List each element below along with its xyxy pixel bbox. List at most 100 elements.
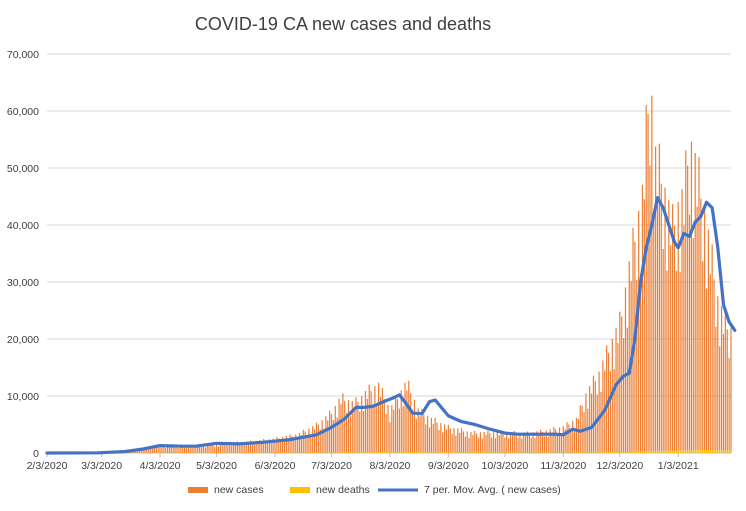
new-cases-bar	[170, 445, 172, 453]
new-cases-bar	[281, 437, 284, 453]
new-cases-bar	[208, 446, 210, 453]
new-cases-bar	[615, 327, 617, 453]
new-cases-bar	[617, 343, 619, 453]
new-cases-bar	[342, 393, 344, 453]
new-deaths-bar	[464, 452, 466, 453]
new-cases-bar	[443, 424, 446, 453]
x-tick-label: 9/3/2020	[428, 460, 469, 472]
new-cases-bar	[340, 404, 342, 453]
new-deaths-bar	[707, 449, 709, 453]
new-cases-bar	[530, 437, 532, 453]
new-cases-bar	[144, 448, 146, 453]
new-cases-bar	[713, 279, 715, 453]
new-cases-bar	[455, 435, 457, 453]
new-cases-bar	[719, 346, 721, 453]
new-cases-bar	[415, 418, 417, 453]
new-deaths-bar	[440, 452, 442, 453]
new-deaths-bar	[353, 452, 355, 453]
new-cases-bar	[606, 345, 608, 453]
new-cases-bar	[491, 437, 493, 453]
new-deaths-bar	[671, 450, 674, 453]
new-cases-bar	[402, 406, 404, 453]
new-cases-bar	[438, 429, 440, 453]
new-cases-bar	[602, 360, 604, 453]
new-cases-bar	[481, 438, 483, 453]
y-tick-label: 50,000	[7, 163, 39, 175]
new-cases-bar	[687, 165, 689, 453]
new-cases-bar	[327, 420, 329, 453]
new-cases-bar	[206, 444, 208, 453]
new-cases-bar	[272, 438, 274, 453]
new-cases-bar	[460, 428, 463, 453]
new-deaths-bar	[449, 452, 451, 453]
new-deaths-bar	[685, 450, 687, 453]
new-deaths-bar	[398, 452, 400, 453]
new-cases-bar	[434, 417, 436, 453]
new-cases-bar	[276, 437, 278, 453]
new-cases-bar	[389, 421, 391, 453]
new-cases-bar	[553, 426, 555, 453]
new-cases-bar	[579, 405, 581, 453]
new-deaths-bar	[645, 451, 647, 453]
new-deaths-bar	[730, 450, 732, 453]
new-deaths-bar	[340, 452, 342, 453]
new-deaths-bar	[396, 452, 399, 453]
new-cases-bar	[217, 446, 220, 453]
new-deaths-bar	[715, 450, 717, 453]
new-cases-bar	[596, 394, 598, 453]
new-deaths-bar	[410, 452, 412, 453]
new-cases-bar	[255, 440, 257, 453]
new-deaths-bar	[387, 452, 389, 453]
new-deaths-bar	[338, 452, 340, 453]
new-cases-bar	[628, 261, 630, 453]
new-cases-bar	[685, 150, 687, 453]
new-cases-bar	[148, 449, 150, 453]
new-cases-bar	[472, 435, 474, 453]
new-cases-bar	[293, 439, 295, 453]
new-cases-bar	[711, 244, 713, 453]
new-deaths-bar	[598, 452, 600, 453]
new-deaths-bar	[421, 452, 423, 453]
new-cases-bar	[730, 327, 732, 453]
new-cases-bar	[232, 442, 235, 453]
new-cases-bar	[212, 445, 214, 453]
new-cases-bar	[359, 411, 361, 453]
new-cases-bar	[202, 445, 204, 453]
new-deaths-bar	[468, 452, 470, 453]
new-cases-bar	[519, 432, 521, 453]
new-cases-bar	[357, 401, 359, 453]
new-cases-bar	[387, 404, 389, 453]
new-deaths-bar	[726, 450, 728, 453]
new-cases-bar	[189, 445, 191, 453]
new-cases-bar	[589, 385, 591, 453]
new-deaths-bar	[624, 451, 627, 453]
new-deaths-bar	[634, 451, 636, 453]
new-cases-bar	[259, 440, 261, 453]
new-deaths-bar	[704, 449, 706, 453]
new-cases-bar	[638, 210, 640, 453]
new-deaths-bar	[647, 451, 649, 453]
new-cases-bar	[346, 412, 348, 453]
new-cases-bar	[655, 146, 657, 453]
new-cases-bar	[419, 416, 421, 453]
new-cases-bar	[225, 443, 227, 453]
new-cases-bar	[502, 433, 504, 453]
new-cases-bar	[728, 357, 730, 453]
new-cases-bar	[168, 446, 171, 453]
new-deaths-bar	[413, 452, 416, 453]
new-cases-bar	[236, 441, 238, 453]
new-cases-bar	[161, 447, 163, 453]
new-deaths-bar	[621, 452, 623, 453]
x-tick-label: 6/3/2020	[255, 460, 296, 472]
new-deaths-bar	[427, 452, 429, 453]
new-cases-bar	[283, 441, 286, 453]
new-cases-bar	[406, 390, 408, 453]
new-deaths-bar	[368, 452, 370, 453]
new-deaths-bar	[485, 452, 487, 453]
new-deaths-bar	[455, 452, 457, 453]
new-deaths-bar	[656, 451, 659, 453]
new-deaths-bar	[702, 449, 704, 453]
new-deaths-bar	[698, 449, 700, 453]
new-cases-bar	[600, 391, 602, 453]
new-cases-bar	[193, 445, 195, 453]
